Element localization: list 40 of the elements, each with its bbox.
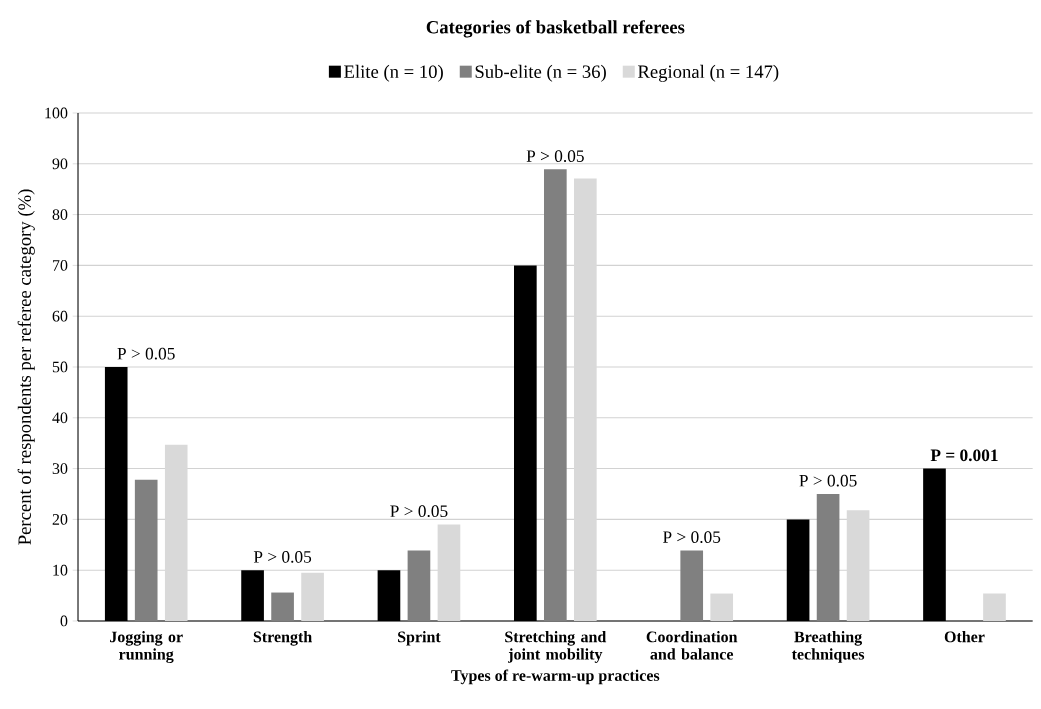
x-tick-label: Stretching and joint mobility [505, 631, 607, 663]
y-tick-label: 90 [52, 158, 68, 170]
bar [816, 493, 840, 621]
bar [407, 550, 431, 621]
bar [271, 592, 294, 621]
y-tick-label: 40 [52, 412, 68, 424]
annotation: P > 0.05 [526, 150, 584, 162]
x-tick-label: Breathing techniques [791, 631, 865, 663]
x-tick-label: Strength [253, 631, 312, 646]
annotation: P > 0.05 [253, 551, 312, 563]
annotation: P = 0.001 [930, 449, 998, 462]
annotation: P > 0.05 [117, 347, 175, 360]
y-tick-label: 30 [52, 463, 68, 474]
bar [544, 169, 567, 621]
legend-label: Sub-elite (n = 36) [475, 64, 606, 82]
y-tick-label: 60 [52, 310, 68, 322]
y-axis-title: Percent of respondents per referee category (%) [17, 189, 35, 545]
y-tick-label: 100 [45, 107, 68, 119]
y-tick-label: 20 [52, 513, 68, 525]
annotation: P > 0.05 [390, 505, 448, 518]
chart-title: Categories of basketball referees [426, 20, 685, 38]
bar [983, 593, 1006, 621]
x-axis-title: Types of re-warm-up practices [451, 669, 660, 685]
y-tick-label: 50 [52, 361, 68, 373]
legend-label: Elite (n = 10) [344, 64, 443, 82]
y-tick-label: 70 [53, 259, 68, 271]
y-tick-label: 80 [52, 209, 68, 220]
x-tick-label: Coordination and balance [646, 631, 738, 660]
bar [710, 593, 734, 621]
legend-label: Regional (n = 147) [637, 64, 779, 82]
x-tick-label: Other [944, 631, 985, 643]
bar [134, 479, 158, 621]
x-tick-label: Jogging or running [110, 631, 183, 663]
bar [680, 550, 704, 621]
annotation: P > 0.05 [663, 531, 721, 543]
y-tick-label: 10 [53, 564, 68, 576]
y-tick-label: 0 [60, 615, 68, 627]
x-tick-label: Sprint [398, 631, 441, 646]
annotation: P > 0.05 [799, 474, 857, 487]
bar [301, 572, 324, 621]
